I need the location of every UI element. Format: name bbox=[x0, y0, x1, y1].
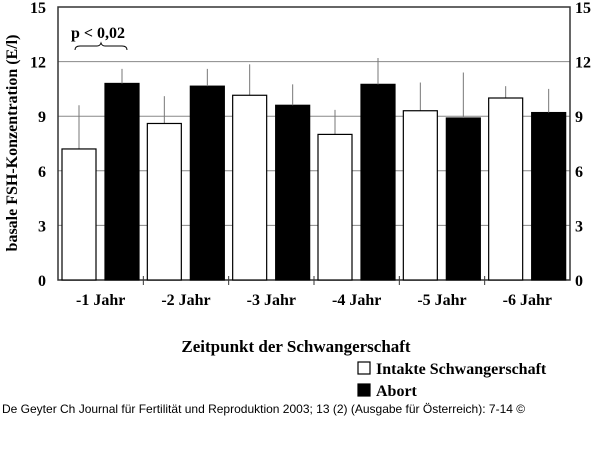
legend-swatch bbox=[357, 361, 371, 375]
bar-abort bbox=[531, 111, 567, 281]
bar-intakte bbox=[317, 133, 353, 281]
y-tick-label-left: 6 bbox=[38, 164, 46, 181]
y-tick-label-left: 3 bbox=[38, 218, 46, 235]
y-tick-label-right: 9 bbox=[575, 109, 583, 126]
x-tick-label: -3 Jahr bbox=[247, 292, 296, 309]
bar-abort bbox=[360, 83, 396, 281]
y-tick-label-left: 9 bbox=[38, 109, 46, 126]
bar-abort bbox=[104, 82, 140, 281]
y-tick-label-right: 15 bbox=[575, 0, 591, 17]
x-tick-label: -6 Jahr bbox=[503, 292, 552, 309]
significance-label: p < 0,02 bbox=[71, 25, 125, 42]
y-tick-label-right: 0 bbox=[575, 273, 583, 290]
y-tick-label-left: 15 bbox=[30, 0, 46, 17]
legend-label: Intakte Schwangerschaft bbox=[376, 361, 547, 378]
y-tick-label-right: 3 bbox=[575, 218, 583, 235]
brace bbox=[74, 41, 128, 51]
x-tick-label: -5 Jahr bbox=[417, 292, 466, 309]
y-tick-label-left: 12 bbox=[30, 55, 46, 72]
legend-swatch bbox=[357, 383, 371, 397]
y-tick-label-left: 0 bbox=[38, 273, 46, 290]
footer-citation: De Geyter Ch Journal für Fertilität und … bbox=[2, 402, 526, 416]
legend-label: Abort bbox=[376, 383, 418, 400]
bar-chart: 0 0 3 3 6 6 9 9 12 12 15 15 -1 Jahr -2 Jahr -3 Jahr -4 … bbox=[4, 0, 591, 400]
y-tick-label-right: 6 bbox=[575, 164, 583, 181]
x-axis-label: Zeitpunkt der Schwangerschaft bbox=[181, 337, 411, 356]
bar-intakte bbox=[61, 148, 97, 281]
x-tick-label: -2 Jahr bbox=[161, 292, 210, 309]
bar-abort bbox=[445, 117, 481, 281]
bar-intakte bbox=[146, 122, 182, 281]
bar-intakte bbox=[488, 97, 524, 281]
x-tick-label: -4 Jahr bbox=[332, 292, 381, 309]
bar-intakte bbox=[232, 94, 268, 281]
x-tick-label: -1 Jahr bbox=[76, 292, 125, 309]
bar-abort bbox=[189, 85, 225, 281]
y-tick-label-right: 12 bbox=[575, 55, 591, 72]
bar-abort bbox=[275, 104, 311, 281]
bar-intakte bbox=[402, 110, 438, 281]
y-axis-label: basale FSH-Konzentration (E/l) bbox=[4, 35, 21, 252]
